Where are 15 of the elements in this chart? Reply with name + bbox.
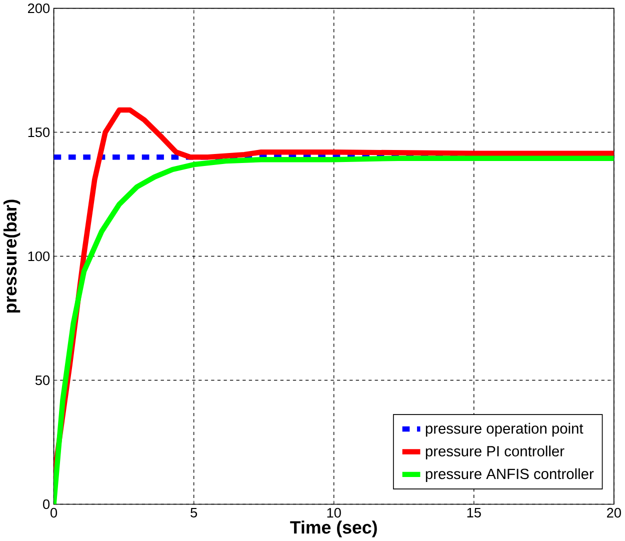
x-tick-label: 15 <box>467 508 481 518</box>
x-tick-label: 20 <box>607 508 621 518</box>
x-axis-title: Time (sec) <box>290 520 377 538</box>
y-tick-label: 200 <box>28 4 50 14</box>
legend-label: pressure ANFIS controller <box>426 468 594 482</box>
y-axis-title: pressure(bar) <box>4 200 20 313</box>
x-tick-label: 0 <box>50 508 58 518</box>
y-tick-label: 150 <box>28 128 50 138</box>
y-tick-label: 50 <box>35 376 50 386</box>
legend-label: pressure operation point <box>426 423 584 437</box>
legend-label: pressure PI controller <box>426 446 564 460</box>
y-tick-label: 100 <box>28 252 50 262</box>
x-tick-label: 5 <box>190 508 198 518</box>
x-tick-label: 10 <box>327 508 341 518</box>
y-tick-label: 0 <box>43 500 50 510</box>
